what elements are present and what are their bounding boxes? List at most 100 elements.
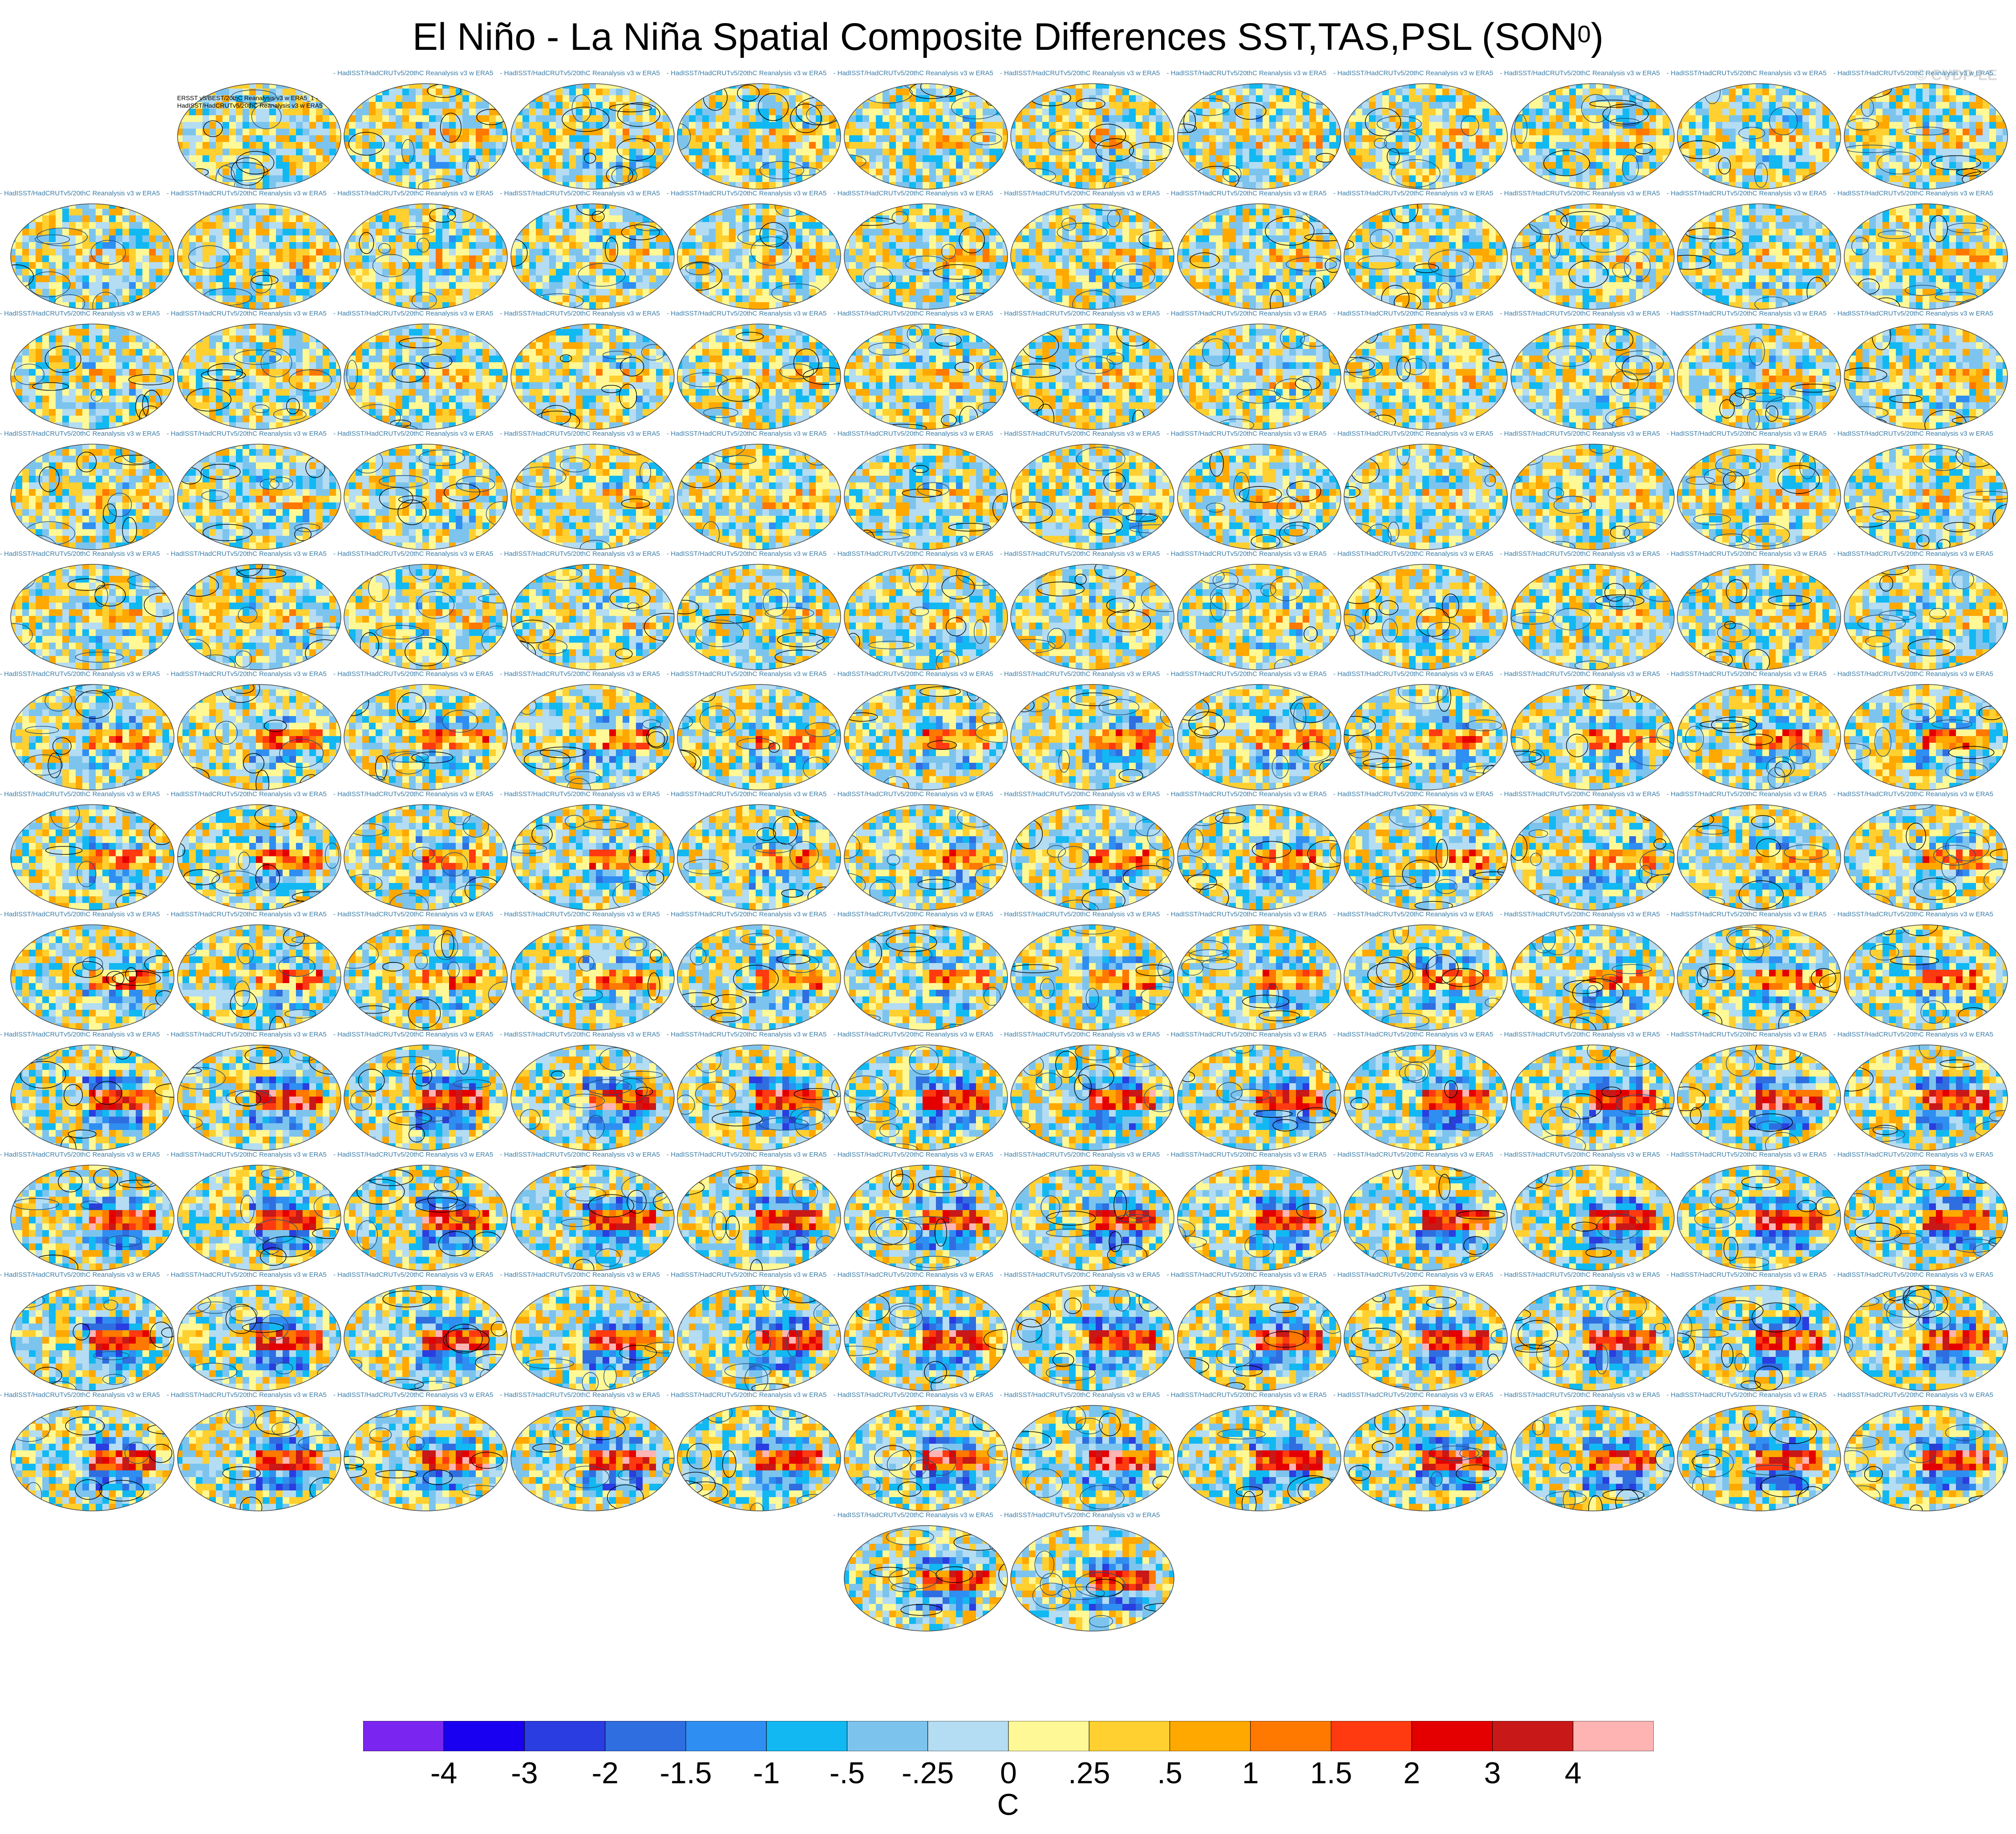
map-panel-title: - HadISST/HadCRUTv5/20thC Reanalysis v3 … [1834,670,2016,680]
map-panel: - HadISST/HadCRUTv5/20thC Reanalysis v3 … [509,69,676,192]
map-panel-title: - HadISST/HadCRUTv5/20thC Reanalysis v3 … [333,790,518,800]
map-panel: - HadISST/HadCRUTv5/20thC Reanalysis v3 … [9,1151,176,1273]
map-image [509,1163,676,1272]
map-panel-title: - HadISST/HadCRUTv5/20thC Reanalysis v3 … [1000,310,1185,320]
colorbar-box [928,1721,1008,1751]
map-panel: - HadISST/HadCRUTv5/20thC Reanalysis v3 … [509,1271,676,1393]
map-panel-title: - HadISST/HadCRUTv5/20thC Reanalysis v3 … [0,190,185,199]
map-panel-title: - HadISST/HadCRUTv5/20thC Reanalysis v3 … [834,430,1018,440]
map-panel-title: - HadISST/HadCRUTv5/20thC Reanalysis v3 … [1333,190,1518,199]
map-panel: - HadISST/HadCRUTv5/20thC Reanalysis v3 … [1009,670,1176,793]
map-image [1842,322,2009,431]
map-image [342,1163,509,1272]
map-panel-title: - HadISST/HadCRUTv5/20thC Reanalysis v3 … [1333,1151,1518,1161]
map-panel-title: - HadISST/HadCRUTv5/20thC Reanalysis v3 … [1667,911,1851,920]
map-panel: - HadISST/HadCRUTv5/20thC Reanalysis v3 … [1342,190,1509,312]
map-panel: - HadISST/HadCRUTv5/20thC Reanalysis v3 … [1009,1151,1176,1273]
map-image [509,923,676,1032]
map-panel: - HadISST/HadCRUTv5/20thC Reanalysis v3 … [676,1271,842,1393]
map-panel-title: - HadISST/HadCRUTv5/20thC Reanalysis v3 … [1000,911,1185,920]
map-image [1509,322,1676,431]
map-image [676,322,842,431]
map-panel-title: - HadISST/HadCRUTv5/20thC Reanalysis v3 … [1834,790,2016,800]
map-panel-title: - HadISST/HadCRUTv5/20thC Reanalysis v3 … [0,430,185,440]
map-panel-title: - HadISST/HadCRUTv5/20thC Reanalysis v3 … [834,550,1018,560]
map-panel: - HadISST/HadCRUTv5/20thC Reanalysis v3 … [676,790,842,913]
map-image [1676,803,1842,912]
map-panel: - HadISST/HadCRUTv5/20thC Reanalysis v3 … [676,670,842,793]
first-panel-title: ERSST v5/BEST/20thC Reanalysis v3 w ERA5… [177,94,323,109]
map-image [9,923,176,1032]
map-panel: - HadISST/HadCRUTv5/20thC Reanalysis v3 … [1676,1031,1842,1153]
map-image [1676,923,1842,1032]
map-panel-title: - HadISST/HadCRUTv5/20thC Reanalysis v3 … [834,310,1018,320]
map-panel-title: - HadISST/HadCRUTv5/20thC Reanalysis v3 … [1333,550,1518,560]
map-image [1842,202,2009,311]
map-panel-title: - HadISST/HadCRUTv5/20thC Reanalysis v3 … [1500,911,1685,920]
map-panel-title: - HadISST/HadCRUTv5/20thC Reanalysis v3 … [0,550,185,560]
map-image [1009,1283,1176,1393]
map-image [842,1163,1009,1272]
colorbar-box [1412,1721,1492,1751]
colorbar-tick-label: 0 [1000,1755,1017,1791]
map-panel-title: - HadISST/HadCRUTv5/20thC Reanalysis v3 … [1667,310,1851,320]
map-image [176,202,343,311]
map-panel-title: - HadISST/HadCRUTv5/20thC Reanalysis v3 … [1167,790,1352,800]
map-panel: - HadISST/HadCRUTv5/20thC Reanalysis v3 … [1342,670,1509,793]
map-image [342,1043,509,1152]
map-panel-title: - HadISST/HadCRUTv5/20thC Reanalysis v3 … [1834,1151,2016,1161]
map-image [176,322,343,431]
map-panel-title: - HadISST/HadCRUTv5/20thC Reanalysis v3 … [1333,911,1518,920]
colorbar-tick-label: 3 [1484,1755,1501,1791]
map-image [9,202,176,311]
map-panel: - HadISST/HadCRUTv5/20thC Reanalysis v3 … [1342,550,1509,672]
map-panel-title: - HadISST/HadCRUTv5/20thC Reanalysis v3 … [0,1031,185,1040]
map-image [1342,1163,1509,1272]
map-panel-title: - HadISST/HadCRUTv5/20thC Reanalysis v3 … [0,1271,185,1281]
map-image [1009,82,1176,191]
map-image [842,202,1009,311]
map-panel-title: - HadISST/HadCRUTv5/20thC Reanalysis v3 … [1500,310,1685,320]
map-panel: - HadISST/HadCRUTv5/20thC Reanalysis v3 … [842,69,1009,192]
map-panel-title: - HadISST/HadCRUTv5/20thC Reanalysis v3 … [500,69,685,79]
map-panel: - HadISST/HadCRUTv5/20thC Reanalysis v3 … [1009,790,1176,913]
map-image [676,1043,842,1152]
map-image [342,322,509,431]
map-image [676,803,842,912]
map-panel: - HadISST/HadCRUTv5/20thC Reanalysis v3 … [676,550,842,672]
colorbar-box [1089,1721,1170,1751]
map-panel: - HadISST/HadCRUTv5/20thC Reanalysis v3 … [1509,670,1676,793]
map-image [1509,442,1676,551]
map-panel: - HadISST/HadCRUTv5/20thC Reanalysis v3 … [1676,1271,1842,1393]
map-panel: - HadISST/HadCRUTv5/20thC Reanalysis v3 … [676,69,842,192]
map-image [176,1163,343,1272]
map-panel-title: - HadISST/HadCRUTv5/20thC Reanalysis v3 … [667,310,851,320]
map-panel-title: - HadISST/HadCRUTv5/20thC Reanalysis v3 … [834,911,1018,920]
map-panel-title: - HadISST/HadCRUTv5/20thC Reanalysis v3 … [1167,911,1352,920]
map-image [1676,322,1842,431]
map-image [1342,322,1509,431]
map-image [509,1404,676,1513]
map-image [1676,683,1842,792]
map-panel-title: - HadISST/HadCRUTv5/20thC Reanalysis v3 … [0,670,185,680]
map-image [842,1404,1009,1513]
map-panel-title: - HadISST/HadCRUTv5/20thC Reanalysis v3 … [1167,190,1352,199]
map-panel: - HadISST/HadCRUTv5/20thC Reanalysis v3 … [509,1391,676,1514]
map-image [676,442,842,551]
map-image [342,1283,509,1393]
map-panel: - HadISST/HadCRUTv5/20thC Reanalysis v3 … [342,911,509,1033]
map-panel-title: - HadISST/HadCRUTv5/20thC Reanalysis v3 … [834,69,1018,79]
map-panel-title: - HadISST/HadCRUTv5/20thC Reanalysis v3 … [667,1151,851,1161]
map-panel-title: - HadISST/HadCRUTv5/20thC Reanalysis v3 … [333,1391,518,1401]
map-panel: - HadISST/HadCRUTv5/20thC Reanalysis v3 … [1676,1391,1842,1514]
colorbar-box [1170,1721,1251,1751]
map-panel: - HadISST/HadCRUTv5/20thC Reanalysis v3 … [1342,1031,1509,1153]
colorbar-tick-label: 4 [1565,1755,1582,1791]
map-panel-title: - HadISST/HadCRUTv5/20thC Reanalysis v3 … [1333,430,1518,440]
map-image [1009,322,1176,431]
map-image [1176,1404,1343,1513]
map-image [842,923,1009,1032]
colorbar-tick-label: -1 [753,1755,780,1791]
map-panel-title: - HadISST/HadCRUTv5/20thC Reanalysis v3 … [1000,430,1185,440]
map-image [9,803,176,912]
